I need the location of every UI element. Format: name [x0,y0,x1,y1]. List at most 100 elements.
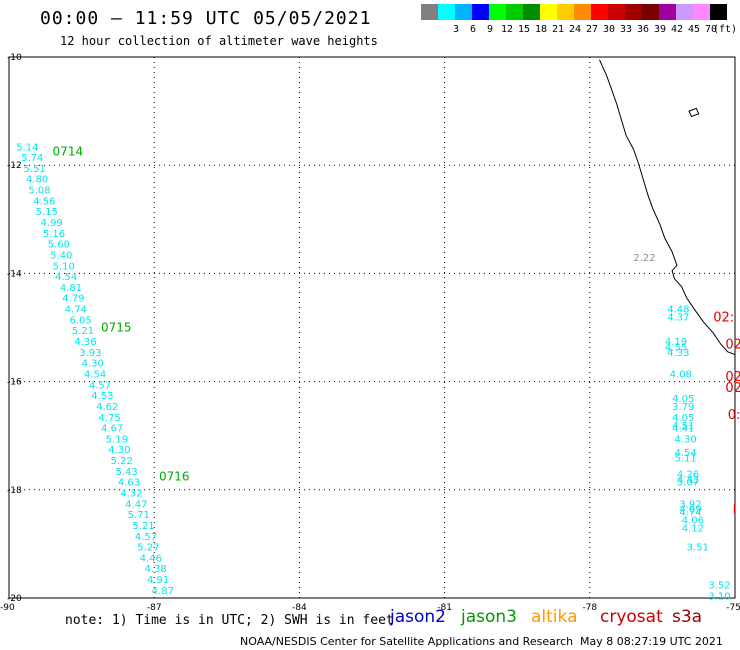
color-swatch [659,4,676,20]
wave-height-label: 3.51 [687,543,709,554]
wave-height-label: 4.46 [140,553,162,564]
wave-height-label: 3.79 [672,402,694,413]
wave-height-label: 4.57 [135,532,157,543]
color-swatch [540,4,557,20]
wave-height-label: 4.91 [147,575,169,586]
color-scale-label: 39 [653,24,667,35]
wave-height-label: 4.32 [120,489,142,500]
color-swatch [574,4,591,20]
wave-height-label: 5.08 [28,186,50,197]
wave-height-label: 4.38 [145,564,167,575]
wave-height-label: 4.30 [675,434,697,445]
wave-height-label: 4.53 [91,391,113,402]
pass-time-label-red: 02 [725,381,740,396]
wave-height-label: 5.15 [36,207,58,218]
lat-tick-label: -12 [7,161,22,171]
wave-height-label: 4.09 [679,505,701,516]
wave-height-label: 5.21 [132,521,154,532]
wave-height-label: 4.48 [667,305,689,316]
wave-height-label: 4.41 [672,424,694,435]
wave-height-label: 5.43 [115,467,137,478]
color-scale-label: 6 [469,24,477,35]
wave-height-label: 4.74 [679,507,701,518]
pass-time-label: 0714 [53,145,84,159]
credit-timestamp: May 8 08:27:19 UTC 2021 [580,635,723,648]
pass-time-label-red: I [733,503,737,518]
lon-tick-label: -75 [726,603,740,613]
pass-time-label-red: 02 [725,370,740,385]
wave-height-label: 4.37 [667,313,689,324]
color-swatch [608,4,625,20]
wave-height-label: 4.19 [665,337,687,348]
wave-height-label: 5.14 [16,142,38,153]
color-scale-label: 45 [687,24,701,35]
wave-height-label: 4.43 [677,475,699,486]
map-subtitle: 12 hour collection of altimeter wave hei… [60,34,378,48]
wave-height-label: 3.10 [708,591,730,602]
wave-height-label: 4.75 [99,413,121,424]
lat-tick-label: -18 [7,486,22,496]
wave-height-label: 3.93 [79,348,101,359]
wave-height-label: 4.51 [672,421,694,432]
legend-jason3: jason3 [461,607,517,627]
color-swatch [506,4,523,20]
wave-height-label: 3.52 [708,580,730,591]
color-swatch [642,4,659,20]
wave-height-label-gray: 2.22 [633,253,655,264]
wave-height-label: 4.67 [101,424,123,435]
lon-tick-label: -84 [292,603,307,613]
wave-height-label: 4.81 [60,283,82,294]
lon-tick-label: -81 [437,603,452,613]
map-frame [8,56,736,599]
color-swatch [676,4,693,20]
wave-height-label: 5.21 [72,326,94,337]
wave-height-label: 5.16 [43,229,65,240]
wave-height-label: 4.12 [682,524,704,535]
wave-height-label: 5.27 [137,543,159,554]
color-scale-label: 42 [670,24,684,35]
wave-height-label: 4.62 [96,402,118,413]
wave-height-label: 4.80 [26,175,48,186]
wave-height-label: 4.33 [667,348,689,359]
color-scale-unit: (ft) [713,24,738,35]
color-swatch [489,4,506,20]
lat-tick-label: -14 [7,269,22,279]
lon-tick-label: -90 [0,603,15,613]
wave-height-label: 4.30 [82,359,104,370]
color-scale-label: 30 [602,24,616,35]
wave-height-label: 3.92 [679,499,701,510]
legend-altika: altika [531,607,578,627]
wave-height-label: 6.05 [70,315,92,326]
pass-time-label-red: 02 [725,338,740,353]
legend-s3a: s3a [672,607,703,627]
color-scale-label: 33 [619,24,633,35]
color-swatch [625,4,642,20]
wave-height-label: 5.40 [50,250,72,261]
wave-height-label: 4.63 [118,478,140,489]
pass-time-label: 0715 [101,321,132,335]
wave-height-label: 4.36 [74,337,96,348]
wave-height-label: 4.54 [55,272,77,283]
pass-time-label: 0716 [159,469,190,483]
color-swatch [455,4,472,20]
island-outline [688,107,700,118]
wave-height-label: 5.19 [106,434,128,445]
wave-height-label: 4.56 [33,196,55,207]
color-swatch [421,4,438,20]
wave-height-label: 4.05 [672,413,694,424]
wave-height-label: 5.07 [677,478,699,489]
color-swatch [693,4,710,20]
color-swatch [523,4,540,20]
wave-height-label: 4.55 [665,342,687,353]
color-scale-label: 12 [500,24,514,35]
color-swatch [438,4,455,20]
wave-height-label: 5.74 [21,153,43,164]
wave-height-label: 4.26 [677,470,699,481]
footnote: note: 1) Time is in UTC; 2) SWH is in fe… [65,613,394,628]
wave-height-label: 5.60 [48,240,70,251]
wave-height-label: 4.87 [152,586,174,597]
color-scale-label: 21 [551,24,565,35]
wave-height-label: 5.51 [24,164,46,175]
wave-height-label: 4.08 [670,369,692,380]
